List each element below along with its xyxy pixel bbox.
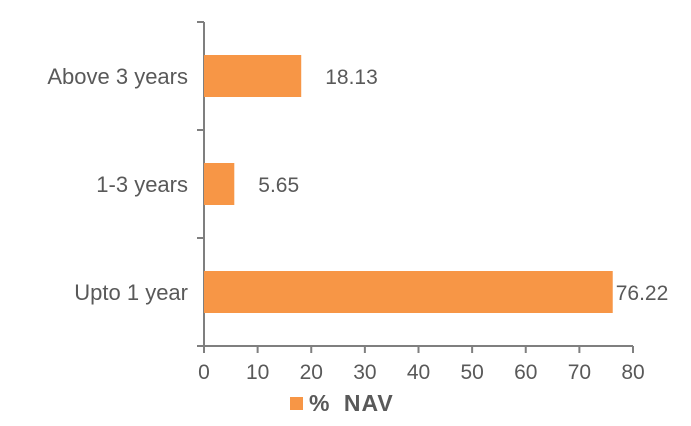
x-tick-label: 60 xyxy=(514,361,537,384)
chart-labels: 0 10 20 30 40 50 60 70 80 Above 3 years 18.13 1-3 y… xyxy=(47,64,668,384)
category-label: Upto 1 year xyxy=(74,280,188,305)
data-label: 18.13 xyxy=(325,66,378,89)
x-tick-label: 50 xyxy=(460,361,483,384)
category-label: Above 3 years xyxy=(47,64,188,89)
x-tick-label: 30 xyxy=(353,361,376,384)
x-tick-label: 80 xyxy=(621,361,644,384)
category-label: 1-3 years xyxy=(96,172,188,197)
legend-swatch xyxy=(290,397,303,410)
chart-bars xyxy=(204,55,613,313)
x-tick-label: 10 xyxy=(246,361,269,384)
x-tick-label: 20 xyxy=(300,361,323,384)
bar xyxy=(204,163,235,205)
data-label: 76.22 xyxy=(616,282,669,305)
bar xyxy=(204,271,613,313)
bar xyxy=(204,55,302,97)
x-tick-label: 40 xyxy=(407,361,430,384)
legend: % NAV xyxy=(290,390,394,417)
x-tick-label: 70 xyxy=(568,361,591,384)
x-tick-label: 0 xyxy=(198,361,210,384)
data-label: 5.65 xyxy=(258,174,299,197)
legend-label: % NAV xyxy=(309,390,394,416)
